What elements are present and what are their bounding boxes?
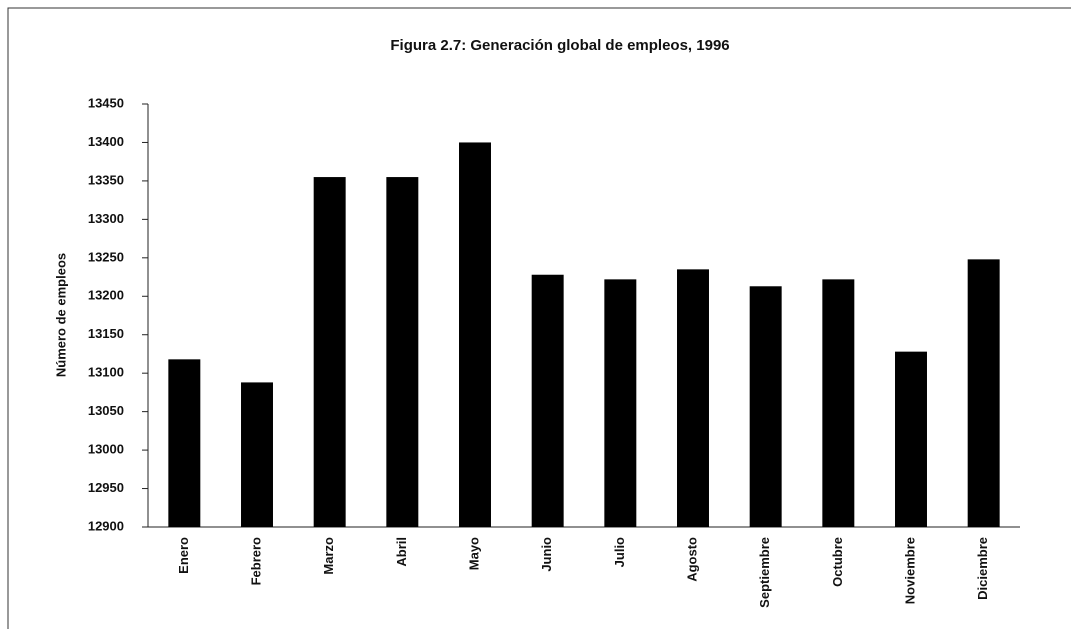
x-tick-label: Noviembre (902, 537, 917, 604)
y-tick-label: 13300 (88, 211, 124, 226)
frame (7, 7, 1071, 629)
y-axis-label: Número de empleos (53, 253, 68, 377)
bar (168, 359, 201, 527)
y-tick-label: 12950 (88, 480, 124, 495)
x-tick-label: Julio (612, 537, 627, 567)
y-tick-label: 13200 (88, 288, 124, 303)
bar (967, 259, 1000, 527)
bar (313, 177, 346, 527)
bar (677, 269, 709, 527)
x-tick-label: Abril (394, 537, 409, 567)
x-tick-label: Junio (539, 537, 554, 572)
y-tick-label: 13350 (88, 172, 124, 187)
y-tick-label: 13050 (88, 403, 124, 418)
y-tick-label: 12900 (88, 518, 124, 533)
x-tick-label: Agosto (684, 537, 699, 582)
bar (604, 279, 637, 527)
x-tick-label: Febrero (248, 537, 263, 585)
bar (895, 351, 927, 527)
x-tick-label: Septiembre (757, 537, 772, 608)
y-tick-label: 13450 (88, 95, 124, 110)
x-tick-label: Marzo (321, 537, 336, 575)
y-tick-label: 13150 (88, 326, 124, 341)
bar (386, 177, 419, 527)
chart-title: Figura 2.7: Generación global de empleos… (390, 37, 729, 54)
y-tick-label: 13400 (88, 134, 124, 149)
bar (749, 286, 782, 527)
bar (531, 274, 564, 527)
bar (822, 279, 855, 527)
bar (459, 142, 491, 528)
x-tick-label: Enero (176, 537, 191, 574)
x-tick-label: Octubre (830, 537, 845, 587)
bar (241, 382, 273, 527)
y-tick-label: 13250 (88, 249, 124, 264)
y-tick-label: 13100 (88, 365, 124, 380)
x-tick-label: Mayo (466, 537, 481, 570)
y-tick-label: 13000 (88, 442, 124, 457)
x-tick-label: Diciembre (975, 537, 990, 600)
